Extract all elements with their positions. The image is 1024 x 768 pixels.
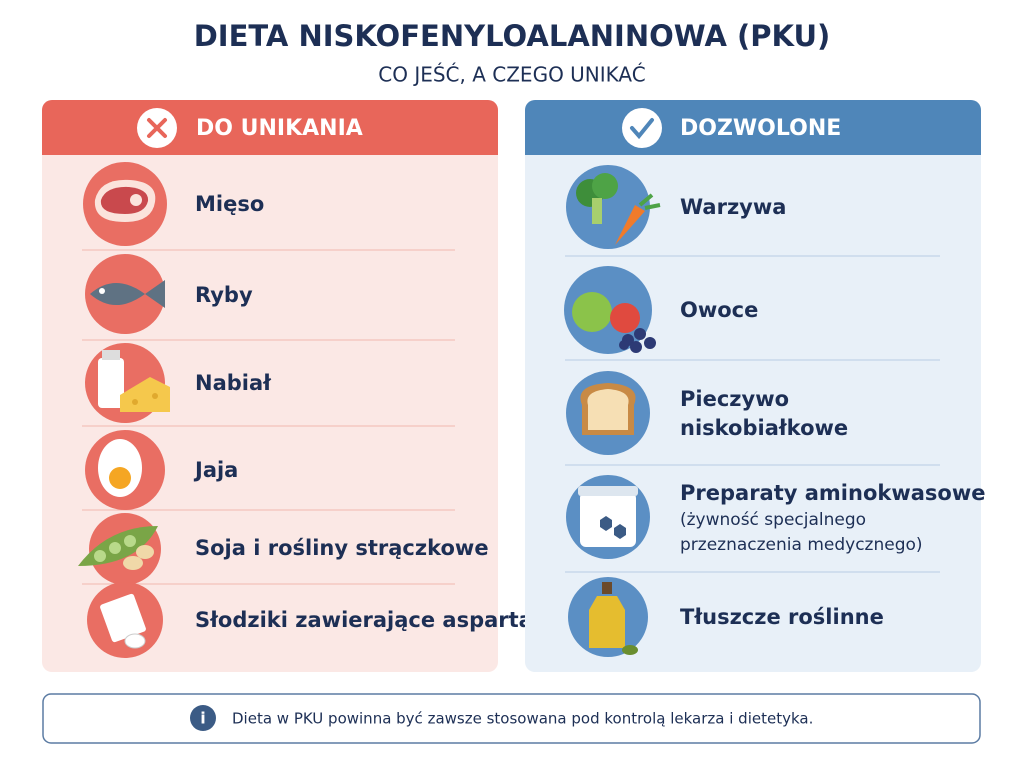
- avoid-item: Nabiał: [195, 371, 272, 395]
- avoid-title: DO UNIKANIA: [196, 116, 363, 141]
- footer-note: Dieta w PKU powinna być zawsze stosowana…: [232, 710, 813, 728]
- footer-box: [42, 693, 981, 744]
- avoid-item: Słodziki zawierające aspartam: [195, 608, 555, 632]
- avoid-dividers: [82, 249, 455, 585]
- allowed-item: Preparaty aminokwasowe: [680, 481, 986, 505]
- allowed-dividers: [565, 255, 940, 573]
- allowed-title: DOZWOLONE: [680, 116, 841, 141]
- info-icon: [190, 705, 216, 731]
- avoid-item: Mięso: [195, 192, 264, 216]
- allowed-item: Owoce: [680, 298, 758, 322]
- check-mark: [630, 118, 654, 140]
- x-mark: [147, 118, 167, 138]
- avoid-item: Jaja: [193, 458, 238, 482]
- subtitle: CO JEŚĆ, A CZEGO UNIKAĆ: [378, 63, 645, 87]
- allowed-item: Warzywa: [680, 195, 786, 219]
- allowed-note: przeznaczenia medycznego): [680, 535, 923, 555]
- check-icon: [622, 108, 662, 148]
- title: DIETA NISKOFENYLOALANINOWA (PKU): [194, 19, 831, 53]
- allowed-item: Tłuszcze roślinne: [680, 605, 884, 629]
- allowed-note: (żywność specjalnego: [680, 510, 866, 530]
- allowed-item: niskobiałkowe: [680, 416, 848, 440]
- allowed-item: Pieczywo: [680, 387, 789, 411]
- avoid-item: Ryby: [195, 283, 253, 307]
- avoid-item: Soja i rośliny strączkowe: [195, 536, 489, 560]
- info-glyph: i: [200, 709, 205, 728]
